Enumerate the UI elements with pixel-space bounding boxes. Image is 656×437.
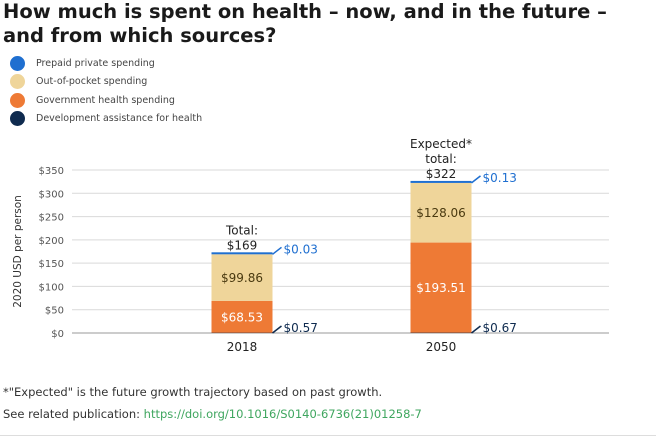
bottom-divider [0,435,656,436]
data-label-government: $68.53 [221,310,263,324]
y-tick-label: $200 [39,236,64,247]
data-label-development-assistance: $0.57 [284,321,318,335]
legend-label: Government health spending [36,94,175,106]
legend-swatch [10,74,25,90]
bar-segment-out-of-pocket-spending [211,254,273,301]
legend-item-out-of-pocket: Out-of-pocket spending [10,73,202,92]
total-label: total: [425,152,456,166]
y-tick-label: $100 [39,282,64,293]
total-label: Total: [225,223,258,237]
bar-segment-prepaid-private-spending [211,252,273,255]
callout-line-prepaid-private [471,175,481,184]
legend: Prepaid private spending Out-of-pocket s… [10,54,202,128]
legend-swatch [10,92,25,108]
y-axis-label: 2020 USD per person [12,195,24,308]
bar-segment-government-health-spending [410,242,472,333]
legend-label: Development assistance for health [36,113,203,125]
total-label: $169 [227,238,258,252]
related-publication: See related publication: https://doi.org… [3,407,422,421]
legend-label: Out-of-pocket spending [36,76,148,88]
y-tick-label: $250 [39,213,64,224]
related-prefix: See related publication: [3,407,144,421]
bar-segment-prepaid-private-spending [410,180,472,183]
legend-item-prepaid-private: Prepaid private spending [10,54,202,73]
bar-segment-government-health-spending [211,300,273,333]
legend-label: Prepaid private spending [36,57,155,69]
stacked-bar-chart: $0 $50 $100 $150 $200 $250 $300 $350 2020 USD pe… [12,137,609,354]
legend-item-government: Government health spending [10,91,202,110]
publication-link[interactable]: https://doi.org/10.1016/S0140-6736(21)01… [143,407,422,421]
callout-line-prepaid-private [272,246,282,255]
y-tick-label: $150 [39,259,64,270]
y-tick-label: $0 [51,329,64,340]
x-tick-label: 2050 [426,340,457,354]
legend-item-development-assistance: Development assistance for health [10,110,202,129]
data-label-out-of-pocket: $99.86 [221,271,263,285]
footnote: *"Expected" is the future growth traject… [3,385,383,399]
callout-line-development-assistance [272,325,282,334]
y-tick-label: $350 [39,166,64,177]
data-label-prepaid-private: $0.03 [284,242,318,256]
legend-swatch [10,111,25,127]
x-tick-label: 2018 [227,340,258,354]
total-label: Expected* [410,137,472,151]
data-label-development-assistance: $0.67 [483,321,517,335]
y-tick-label: $50 [45,306,64,317]
callout-line-development-assistance [471,325,481,334]
bar-segment-out-of-pocket-spending [410,182,472,243]
data-label-prepaid-private: $0.13 [483,171,517,185]
legend-swatch [10,55,25,71]
total-label: $322 [426,167,457,181]
y-tick-label: $300 [39,189,64,200]
data-label-out-of-pocket: $128.06 [416,206,466,220]
data-label-government: $193.51 [416,281,466,295]
chart-title: How much is spent on health – now, and i… [3,0,607,47]
